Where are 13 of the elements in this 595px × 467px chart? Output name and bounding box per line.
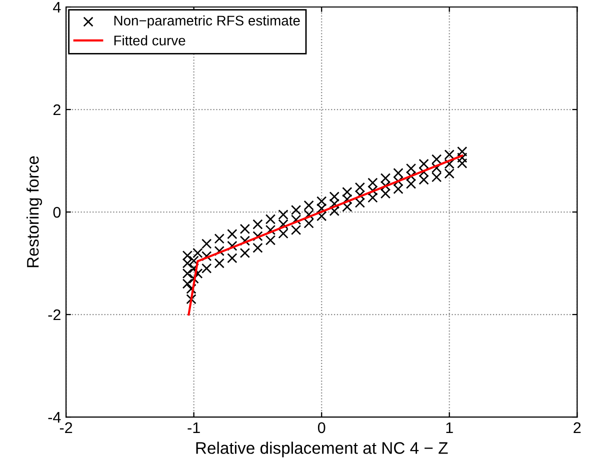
- x-tick-label: 0: [318, 422, 326, 434]
- x-tick-label: 1: [446, 422, 453, 433]
- y-tick-label: 2: [53, 104, 60, 116]
- y-tick-label: -2: [48, 309, 60, 320]
- y-axis-title: Restoring force: [26, 156, 42, 268]
- x-tick-label: 2: [574, 422, 581, 433]
- y-tick-label: 4: [53, 2, 61, 13]
- legend-label: Fitted curve: [114, 35, 186, 46]
- y-tick-label: -4: [48, 412, 61, 423]
- legend-label: Non−parametric RFS estimate: [114, 15, 300, 28]
- y-tick-label: 0: [53, 206, 61, 218]
- x-tick-label: -1: [188, 422, 200, 433]
- x-axis-title: Relative displacement at NC 4 − Z: [196, 442, 448, 458]
